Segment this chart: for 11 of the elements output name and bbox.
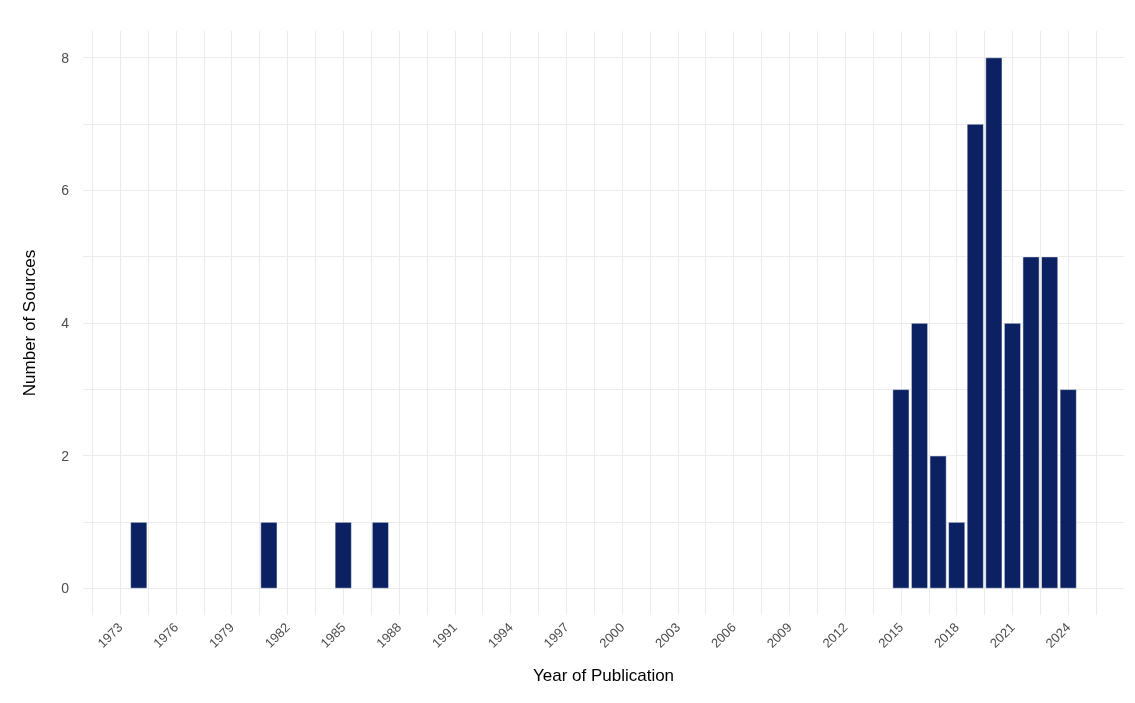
y-tick-label: 8 xyxy=(61,49,70,66)
y-tick-label: 0 xyxy=(61,580,70,597)
y-tick-label: 2 xyxy=(61,447,70,464)
y-axis-title: Number of Sources xyxy=(20,249,39,397)
x-axis-title: Year of Publication xyxy=(532,666,675,685)
y-tick-label: 6 xyxy=(61,182,70,199)
bar xyxy=(372,522,389,589)
bar xyxy=(130,522,148,589)
bar xyxy=(260,522,278,589)
bar xyxy=(334,522,352,589)
y-tick-label: 4 xyxy=(61,315,70,331)
